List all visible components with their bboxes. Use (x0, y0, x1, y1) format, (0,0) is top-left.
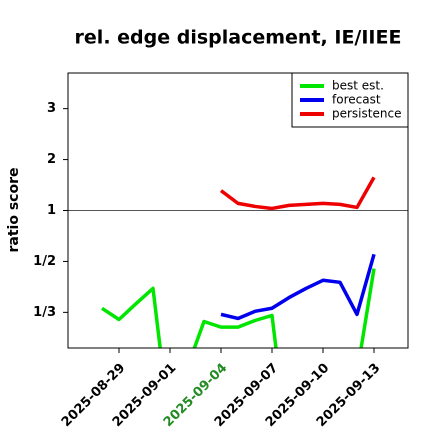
legend-label: forecast (332, 93, 381, 107)
y-tick-label: 2 (47, 152, 56, 167)
y-tick-label: 3 (47, 101, 56, 116)
series-line (101, 268, 376, 348)
plot-frame (67, 72, 409, 349)
legend-label: persistence (332, 107, 401, 121)
y-tick-label: 1/3 (33, 305, 56, 320)
y-axis-label: ratio score (6, 168, 22, 253)
y-tick-label: 1 (47, 203, 56, 218)
series-line (219, 176, 376, 211)
plot-lines (101, 176, 376, 348)
legend-label: best est. (332, 79, 384, 93)
y-tick-label: 1/2 (33, 254, 56, 269)
series-line (220, 253, 376, 321)
chart-title: rel. edge displacement, IE/IIEE (75, 27, 402, 49)
